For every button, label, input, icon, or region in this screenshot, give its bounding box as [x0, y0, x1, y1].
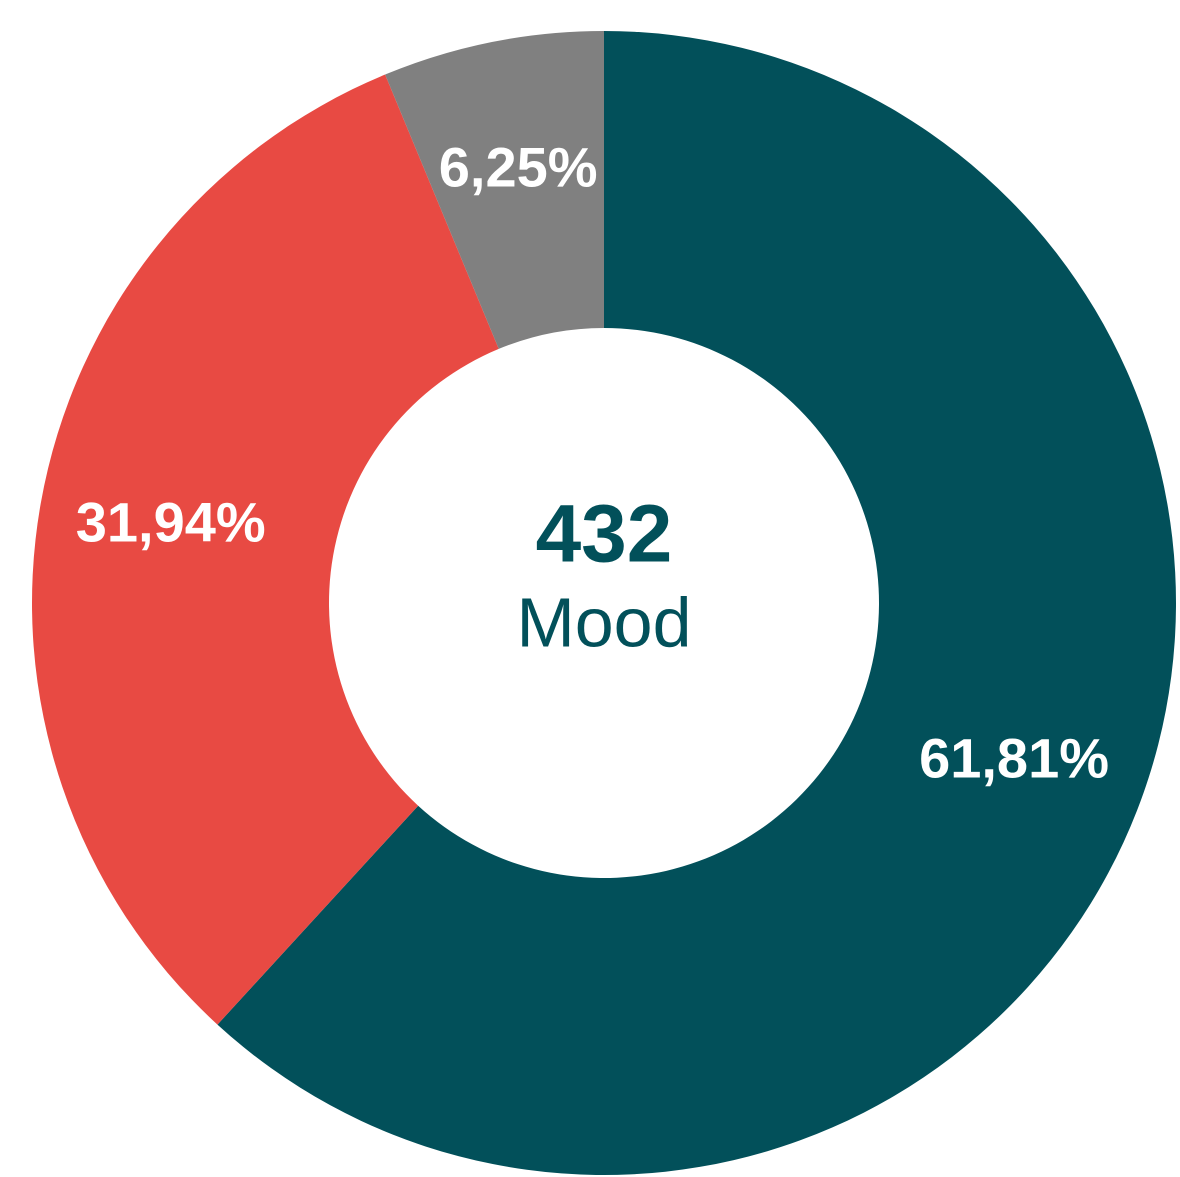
donut-slice [385, 31, 604, 349]
slice-label: 6,25% [439, 135, 598, 198]
center-value: 432 [536, 489, 673, 580]
donut-slice [31, 74, 499, 1025]
slice-label: 31,94% [76, 490, 266, 553]
donut-slice [217, 31, 1177, 1175]
center-label: Mood [516, 583, 691, 661]
slice-label: 61,81% [919, 726, 1109, 789]
